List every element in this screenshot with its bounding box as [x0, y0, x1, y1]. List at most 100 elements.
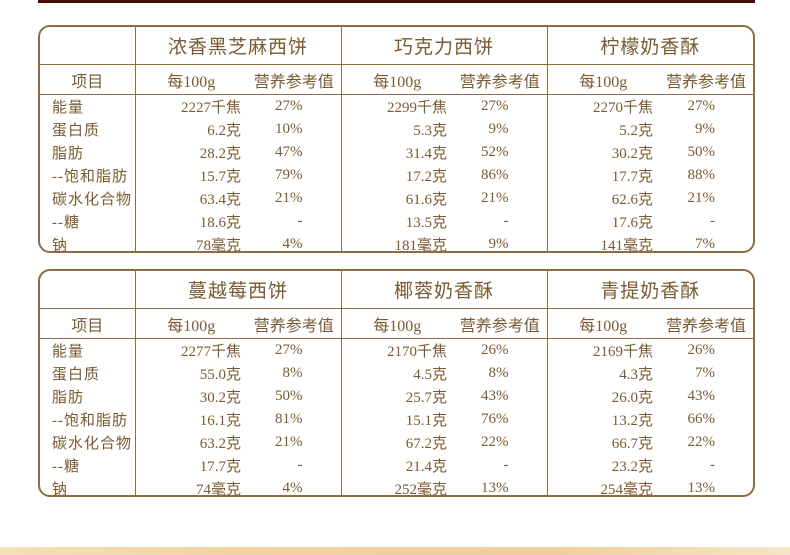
amount-cell: 26.0克	[546, 385, 660, 408]
nrv-cell: -	[710, 457, 716, 473]
nutrient-label-cell: 碳水化合物	[52, 192, 133, 208]
amount-cell: 2270千焦	[546, 94, 660, 118]
nutrient-label-cell: --糖	[52, 459, 80, 475]
amount-cell: 16.1克	[134, 408, 247, 431]
nrv-cell: 43%	[481, 388, 509, 404]
nutrient-row: 脂肪 28.2克 47% 31.4克 52% 30.2克 50%	[40, 141, 753, 164]
nrv-cell: -	[503, 213, 509, 229]
per100g-header-cell: 每100g	[134, 64, 247, 95]
nrv-cell: 27%	[481, 98, 509, 114]
amount-cell: 63.4克	[134, 187, 247, 210]
nrv-cell: 79%	[275, 167, 303, 183]
nrv-header-cell: 营养参考值	[247, 308, 342, 339]
nrv-cell: 52%	[481, 144, 509, 160]
nrv-cell: 13%	[481, 480, 509, 496]
amount-cell: 141毫克	[546, 233, 660, 251]
nrv-cell: 27%	[687, 98, 716, 114]
nutrient-row: --饱和脂肪 16.1克 81% 15.1克 76% 13.2克 66%	[40, 408, 753, 431]
nrv-cell: 10%	[275, 121, 303, 137]
nrv-cell: 4%	[282, 480, 303, 496]
nrv-cell: 88%	[687, 167, 716, 183]
product-name: 椰蓉奶香酥	[340, 271, 548, 309]
nutrition-table-block-2: 蔓越莓西饼 椰蓉奶香酥 青提奶香酥 项目 每100g 营养参考值 每100g 营养参考值 每10…	[38, 269, 755, 497]
amount-cell: 2299千焦	[340, 94, 454, 118]
nutrient-row: 碳水化合物 63.2克 21% 67.2克 22% 66.7克 22%	[40, 431, 753, 454]
nrv-cell: 43%	[687, 388, 716, 404]
amount-cell: 4.3克	[546, 362, 660, 385]
amount-cell: 25.7克	[340, 385, 454, 408]
amount-cell: 181毫克	[340, 233, 454, 251]
nutrient-row: --饱和脂肪 15.7克 79% 17.2克 86% 17.7克 88%	[40, 164, 753, 187]
amount-cell: 28.2克	[134, 141, 247, 164]
nrv-cell: 7%	[695, 236, 716, 252]
nutrient-row: 蛋白质 6.2克 10% 5.3克 9% 5.2克 9%	[40, 118, 753, 141]
nrv-cell: 8%	[488, 365, 509, 381]
product-name: 青提奶香酥	[546, 271, 753, 309]
per100g-header-cell: 每100g	[340, 64, 454, 95]
nrv-cell: 8%	[282, 365, 303, 381]
amount-cell: 18.6克	[134, 210, 247, 233]
amount-cell: 252毫克	[340, 477, 454, 495]
nrv-cell: 76%	[481, 411, 509, 427]
nutrient-label-cell: 钠	[52, 482, 69, 497]
nutrition-table: 浓香黑芝麻西饼 巧克力西饼 柠檬奶香酥 项目 每100g 营养参考值 每100g 营养参考值每…	[40, 27, 753, 253]
nrv-header-cell: 营养参考值	[247, 64, 342, 95]
amount-cell: 30.2克	[546, 141, 660, 164]
nrv-cell: 27%	[275, 98, 303, 114]
nrv-cell: 66%	[687, 411, 716, 427]
amount-cell: 67.2克	[340, 431, 454, 454]
product-name: 柠檬奶香酥	[546, 27, 753, 65]
amount-cell: 15.7克	[134, 164, 247, 187]
amount-cell: 2277千焦	[134, 338, 247, 362]
per100g-header-cell: 每100g	[134, 308, 247, 339]
item-header-cell: 项目	[40, 308, 135, 339]
amount-cell: 2169千焦	[546, 338, 660, 362]
amount-cell: 2227千焦	[134, 94, 247, 118]
amount-cell: 13.2克	[546, 408, 660, 431]
nrv-cell: 4%	[282, 236, 303, 252]
nrv-cell: 22%	[687, 434, 716, 450]
nutrient-label-cell: --饱和脂肪	[52, 169, 128, 185]
per100g-header-cell: 每100g	[546, 64, 660, 95]
nutrient-row: 碳水化合物 63.4克 21% 61.6克 21% 62.6克 21%	[40, 187, 753, 210]
nrv-cell: -	[710, 213, 716, 229]
nrv-cell: -	[503, 457, 509, 473]
nutrient-row: --糖 18.6克 - 13.5克 - 17.6克 -	[40, 210, 753, 233]
nrv-cell: 81%	[275, 411, 303, 427]
nutrient-label-cell: 碳水化合物	[52, 436, 133, 452]
nrv-cell: 9%	[488, 236, 509, 252]
per100g-header-cell: 每100g	[546, 308, 660, 339]
top-divider-rule	[38, 0, 755, 3]
nutrient-label-cell: 钠	[52, 238, 69, 253]
amount-cell: 17.2克	[340, 164, 454, 187]
nrv-cell: 27%	[275, 342, 303, 358]
amount-cell: 74毫克	[134, 477, 247, 495]
nutrient-label-cell: --糖	[52, 215, 80, 231]
nrv-cell: 26%	[481, 342, 509, 358]
nrv-cell: 50%	[275, 388, 303, 404]
product-name: 蔓越莓西饼	[134, 271, 342, 309]
nutrient-row: 能量 2227千焦 27% 2299千焦 27% 2270千焦 27%	[40, 94, 753, 118]
nrv-header-cell: 营养参考值	[659, 308, 753, 339]
amount-cell: 30.2克	[134, 385, 247, 408]
amount-cell: 23.2克	[546, 454, 660, 477]
amount-cell: 55.0克	[134, 362, 247, 385]
nutrient-label-cell: 能量	[52, 344, 85, 360]
nutrient-row: 钠 74毫克 4% 252毫克 13% 254毫克 13%	[40, 477, 753, 497]
product-name: 巧克力西饼	[340, 27, 548, 65]
nrv-cell: 22%	[481, 434, 509, 450]
nrv-cell: -	[297, 457, 303, 473]
bottom-banner-strip	[0, 547, 790, 555]
nutrient-label-cell: 蛋白质	[52, 367, 101, 383]
amount-cell: 15.1克	[340, 408, 454, 431]
amount-cell: 17.6克	[546, 210, 660, 233]
product-name-row: 浓香黑芝麻西饼 巧克力西饼 柠檬奶香酥	[40, 27, 753, 65]
amount-cell: 61.6克	[340, 187, 454, 210]
nutrient-label-cell: --饱和脂肪	[52, 413, 128, 429]
corner-cell	[40, 271, 135, 309]
amount-cell: 13.5克	[340, 210, 454, 233]
nrv-cell: 9%	[695, 121, 716, 137]
column-header-row: 项目 每100g 营养参考值 每100g 营养参考值 每100g 营养参考值	[40, 64, 753, 95]
nutrient-row: --糖 17.7克 - 21.4克 - 23.2克 -	[40, 454, 753, 477]
corner-cell	[40, 27, 135, 65]
